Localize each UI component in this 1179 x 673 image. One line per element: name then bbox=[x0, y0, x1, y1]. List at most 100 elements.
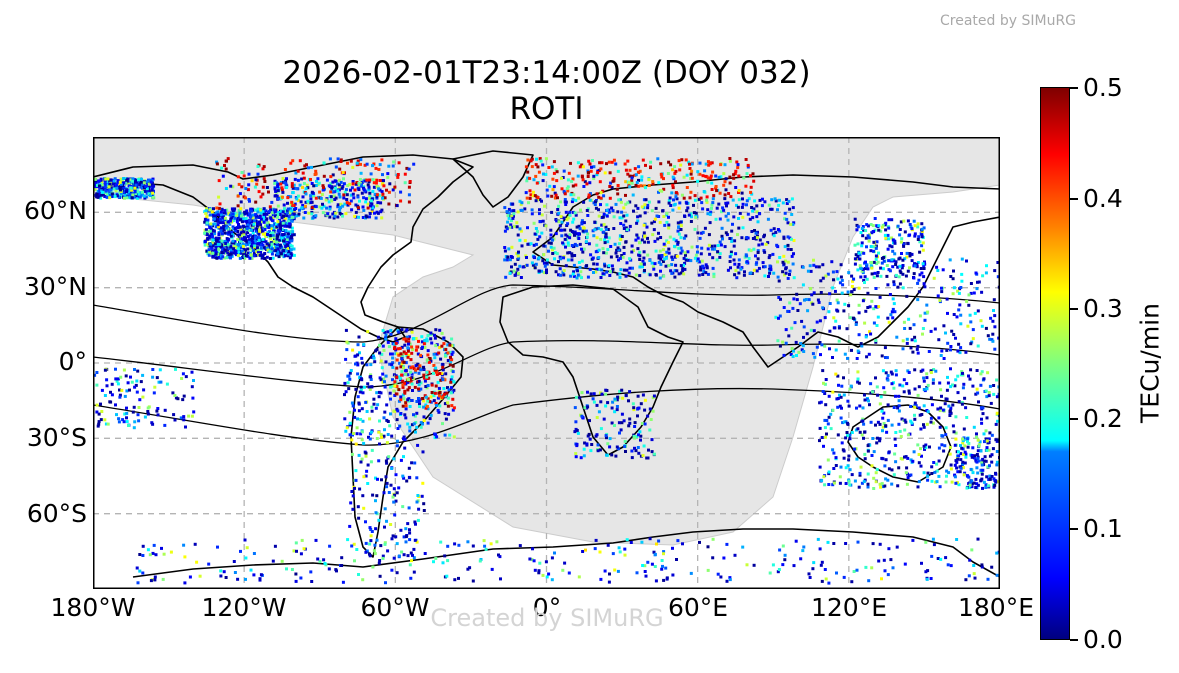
roti-point bbox=[971, 384, 975, 388]
roti-point bbox=[369, 375, 373, 378]
roti-point bbox=[827, 483, 831, 486]
roti-point bbox=[484, 547, 488, 551]
roti-point bbox=[374, 216, 378, 220]
roti-point bbox=[109, 390, 112, 394]
roti-point bbox=[385, 485, 389, 489]
roti-point bbox=[334, 211, 338, 215]
roti-point bbox=[100, 410, 104, 413]
roti-point bbox=[643, 234, 647, 238]
roti-point bbox=[422, 509, 426, 512]
roti-point bbox=[616, 210, 620, 214]
roti-point bbox=[163, 408, 167, 412]
roti-point bbox=[362, 179, 366, 183]
roti-point bbox=[864, 335, 868, 339]
roti-point bbox=[756, 220, 760, 224]
roti-point bbox=[945, 348, 949, 352]
roti-point bbox=[570, 179, 574, 183]
roti-point bbox=[574, 183, 578, 187]
roti-point bbox=[397, 330, 401, 334]
roti-point bbox=[270, 224, 274, 228]
roti-point bbox=[795, 292, 799, 296]
roti-point bbox=[919, 267, 923, 270]
roti-point bbox=[400, 345, 404, 349]
roti-point bbox=[862, 228, 866, 232]
roti-point bbox=[359, 418, 363, 421]
roti-point bbox=[636, 414, 639, 418]
roti-point bbox=[880, 409, 884, 413]
roti-point bbox=[674, 180, 677, 184]
roti-point bbox=[926, 474, 930, 478]
roti-point bbox=[785, 217, 789, 221]
roti-point bbox=[892, 386, 896, 390]
roti-point bbox=[850, 431, 854, 434]
roti-point bbox=[276, 213, 280, 217]
roti-point bbox=[869, 332, 873, 336]
roti-point bbox=[588, 267, 592, 271]
roti-point bbox=[554, 193, 558, 197]
roti-point bbox=[917, 480, 921, 484]
roti-point bbox=[689, 177, 693, 180]
roti-point bbox=[603, 171, 607, 175]
roti-point bbox=[589, 392, 593, 396]
roti-point bbox=[103, 394, 107, 397]
roti-point bbox=[377, 193, 381, 197]
roti-point bbox=[995, 378, 999, 382]
roti-point bbox=[621, 396, 625, 400]
roti-point bbox=[257, 242, 260, 246]
roti-point bbox=[611, 400, 615, 404]
roti-point bbox=[416, 494, 420, 497]
roti-point bbox=[829, 412, 833, 416]
roti-point bbox=[510, 225, 514, 229]
roti-point bbox=[389, 385, 393, 389]
roti-point bbox=[827, 470, 831, 474]
roti-point bbox=[866, 485, 870, 489]
roti-point bbox=[581, 550, 585, 553]
roti-point bbox=[643, 211, 647, 215]
roti-point bbox=[210, 232, 214, 236]
roti-point bbox=[667, 226, 671, 230]
roti-point bbox=[622, 227, 626, 230]
roti-point bbox=[105, 183, 109, 187]
roti-point bbox=[633, 425, 637, 428]
roti-point bbox=[580, 259, 584, 263]
roti-point bbox=[673, 202, 677, 206]
roti-point bbox=[782, 262, 786, 266]
roti-point bbox=[545, 258, 549, 262]
roti-point bbox=[721, 206, 725, 210]
roti-point bbox=[990, 460, 994, 464]
roti-point bbox=[607, 208, 611, 212]
roti-point bbox=[619, 268, 623, 272]
roti-point bbox=[129, 375, 132, 379]
roti-point bbox=[714, 186, 718, 190]
roti-point bbox=[786, 243, 790, 247]
roti-point bbox=[620, 235, 624, 238]
roti-point bbox=[696, 257, 700, 261]
roti-point bbox=[916, 281, 920, 285]
roti-point bbox=[861, 417, 865, 421]
roti-point bbox=[916, 298, 920, 302]
roti-point bbox=[373, 360, 377, 364]
roti-point bbox=[887, 226, 891, 230]
roti-point bbox=[711, 256, 715, 260]
roti-point bbox=[377, 459, 381, 463]
roti-point bbox=[665, 220, 669, 224]
roti-point bbox=[753, 229, 756, 232]
roti-point bbox=[352, 432, 356, 435]
roti-point bbox=[129, 186, 133, 190]
roti-point bbox=[404, 540, 408, 544]
roti-point bbox=[763, 265, 767, 269]
roti-point bbox=[529, 193, 533, 197]
roti-point bbox=[872, 321, 876, 325]
roti-point bbox=[216, 213, 220, 216]
roti-point bbox=[523, 239, 527, 243]
roti-point bbox=[277, 186, 281, 190]
roti-point bbox=[254, 240, 258, 244]
roti-point bbox=[560, 176, 563, 180]
roti-point bbox=[211, 251, 215, 255]
roti-point bbox=[342, 196, 346, 200]
roti-point bbox=[503, 249, 507, 253]
roti-point bbox=[622, 223, 626, 227]
roti-point bbox=[607, 580, 611, 584]
roti-point bbox=[248, 218, 252, 222]
roti-point bbox=[872, 260, 876, 264]
